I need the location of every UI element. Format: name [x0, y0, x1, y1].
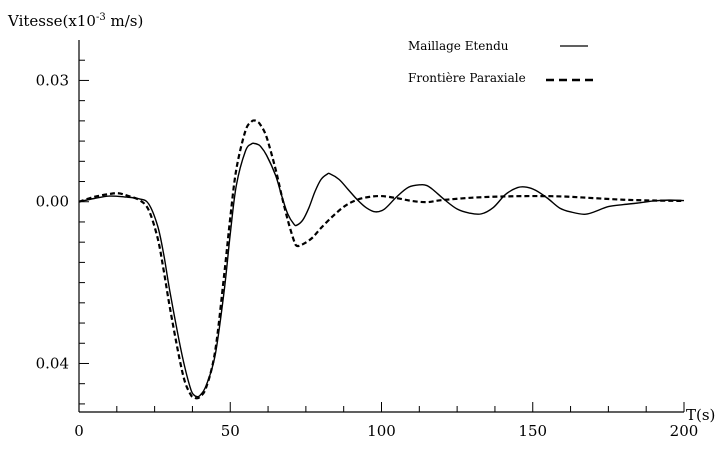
x-tick-label: 200 [670, 422, 699, 440]
x-axis-label: T(s) [686, 406, 715, 424]
y-tick-label: 0.00 [36, 193, 69, 211]
legend-label-frontiere-paraxiale: Frontière Paraxiale [408, 71, 526, 85]
series-line-frontiere-paraxiale [78, 119, 685, 400]
y-axis-label: Vitesse(x10-3 m/s) [7, 12, 143, 30]
x-tick-label: 100 [367, 422, 396, 440]
x-tick-label: 150 [518, 422, 547, 440]
y-tick-label: 0.04 [36, 354, 69, 372]
legend: Maillage Etendu Frontière Paraxiale [408, 39, 594, 85]
x-tick-label: 0 [74, 422, 84, 440]
legend-label-maillage-etendu: Maillage Etendu [408, 39, 509, 53]
series-group [78, 119, 685, 400]
x-tick-label: 50 [221, 422, 240, 440]
y-tick-label: 0.03 [36, 71, 69, 89]
axes: 0 50 100 150 200 0.03 0.00 0.04 [36, 40, 699, 440]
series-line-maillage-etendu [78, 142, 685, 398]
